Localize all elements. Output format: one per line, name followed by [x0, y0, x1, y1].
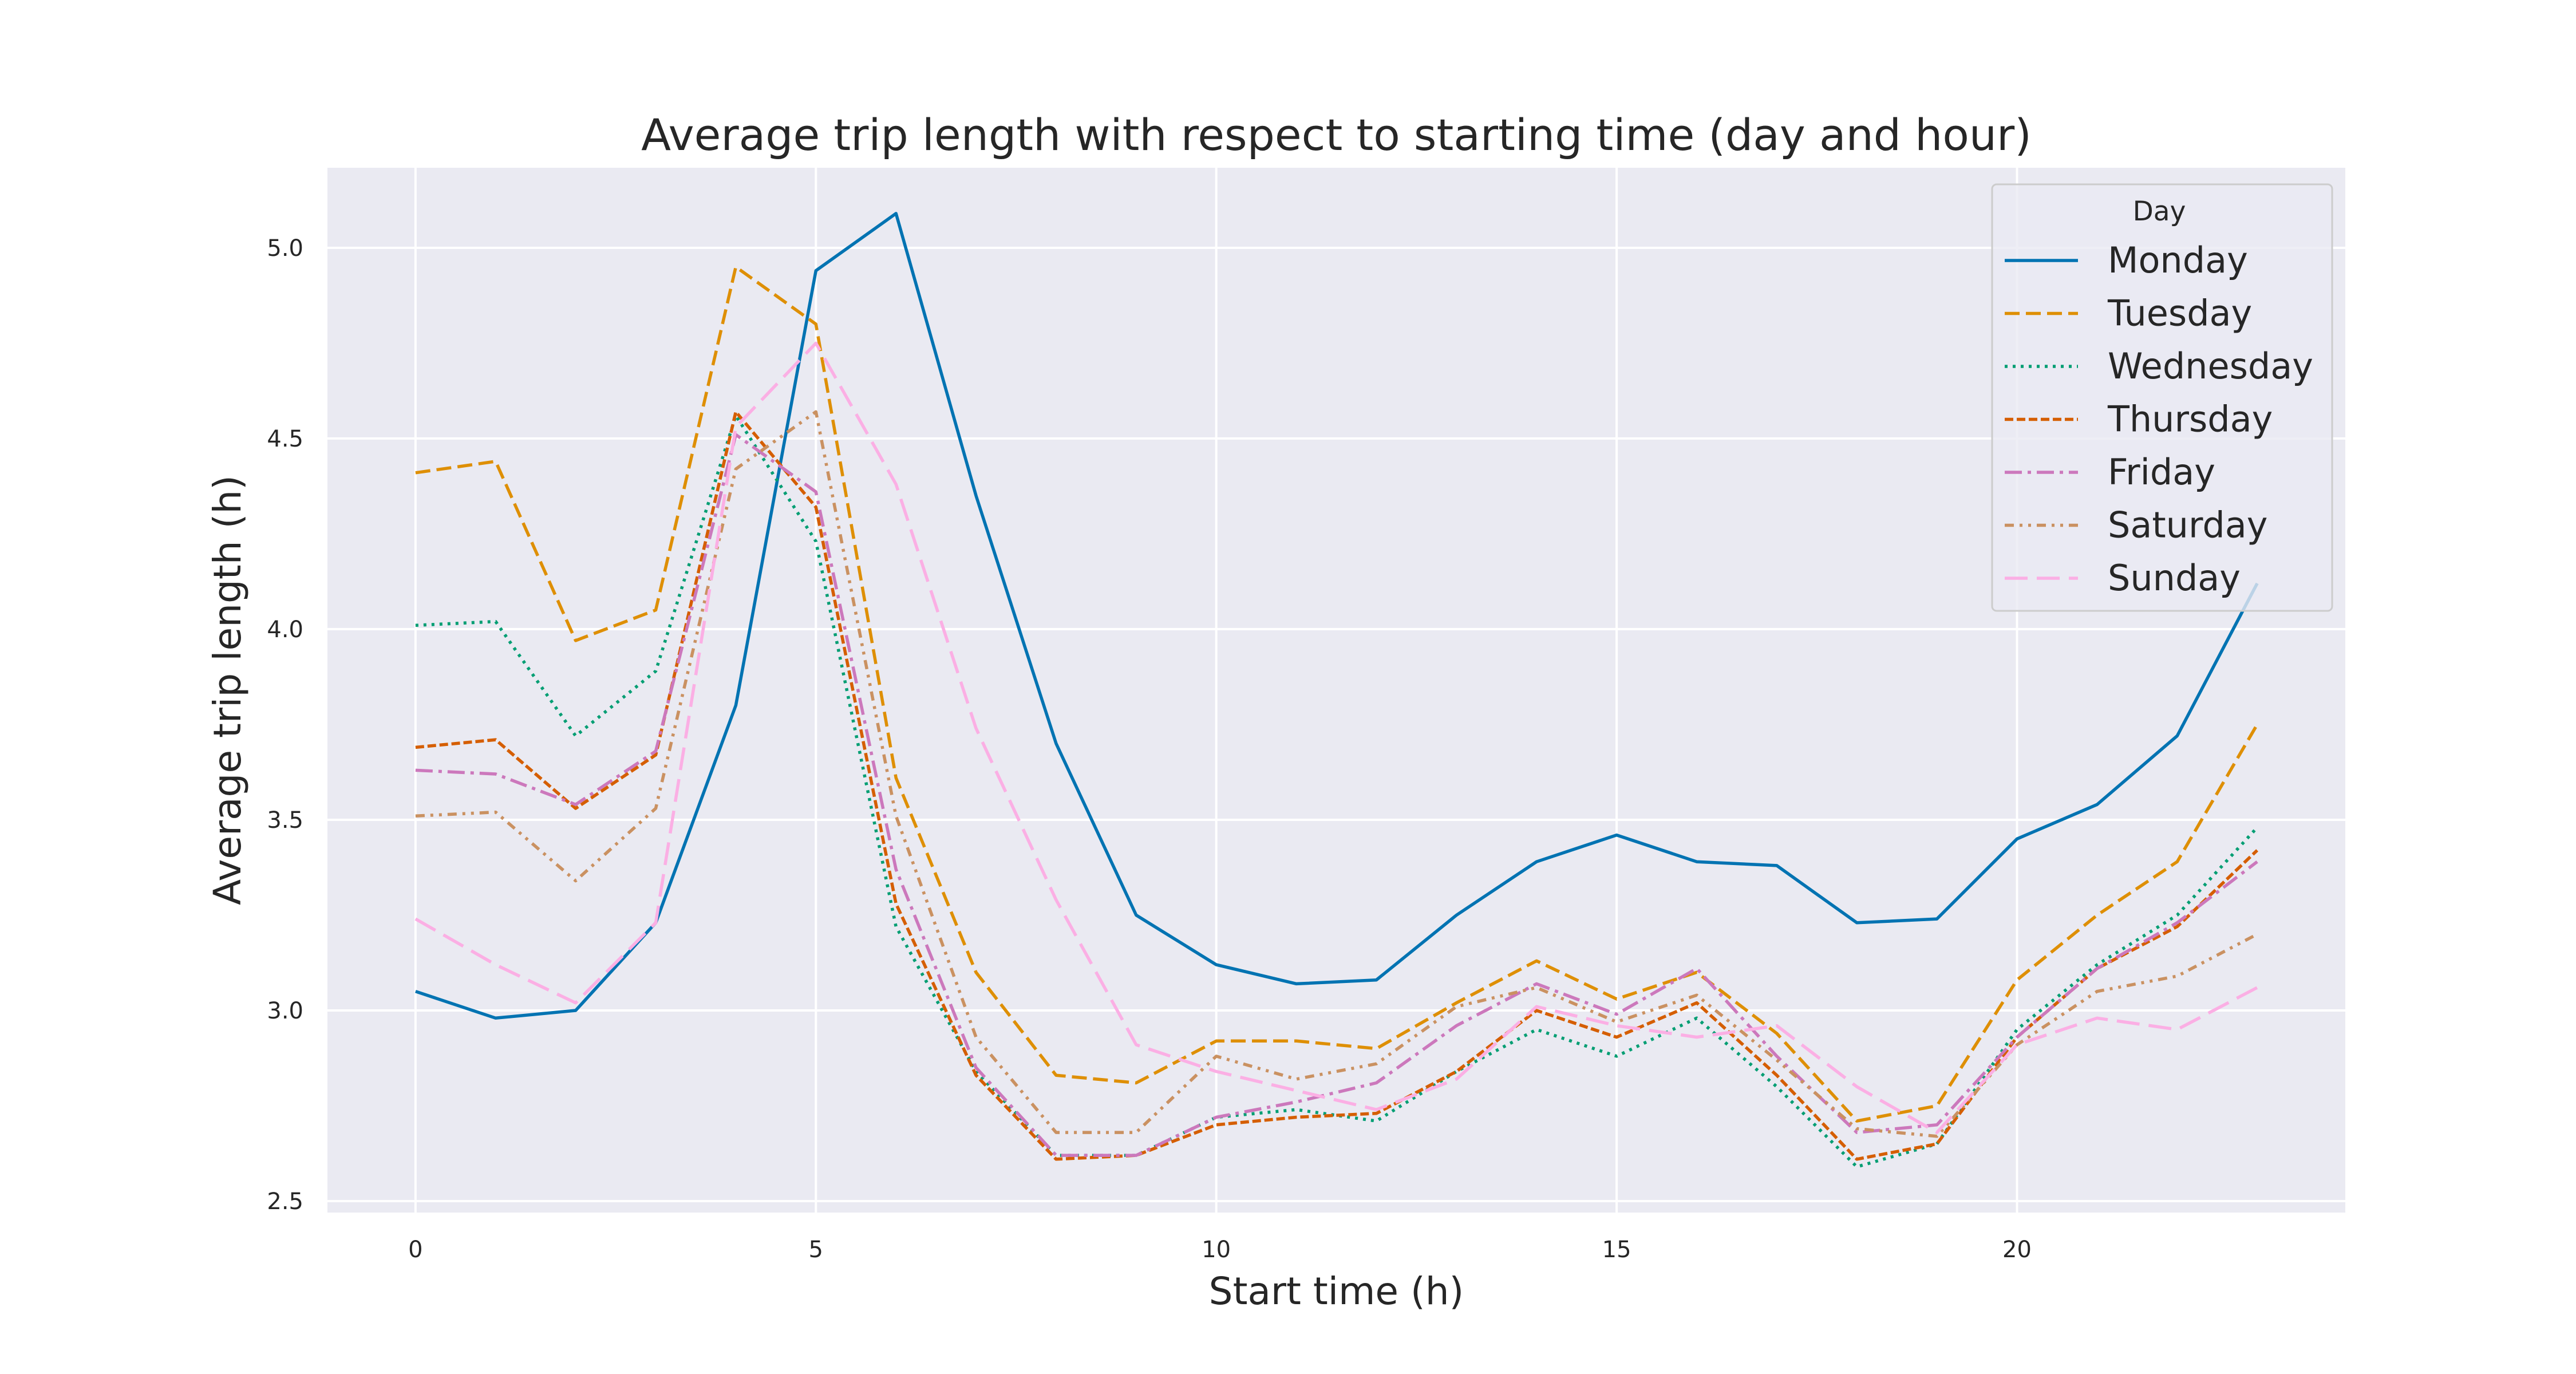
x-axis-label: Start time (h) [1209, 1269, 1464, 1313]
y-axis-label: Average trip length (h) [206, 475, 250, 905]
y-tick-label: 3.0 [267, 998, 303, 1024]
legend-item-sunday: Sunday [2005, 557, 2241, 599]
series-line-wednesday [415, 414, 2259, 1168]
series-line-saturday [415, 410, 2258, 1138]
legend-item-wednesday: Wednesday [2005, 345, 2313, 387]
legend: Day Monday Tuesday Wednesday Thursday Friday… [1991, 183, 2333, 612]
legend-label-sunday: Sunday [2108, 557, 2241, 599]
series-line-monday [415, 212, 2259, 1020]
legend-label-thursday: Thursday [2107, 398, 2273, 440]
legend-item-tuesday: Tuesday [2005, 293, 2252, 334]
series-line-thursday [415, 410, 2258, 1161]
y-tick-labels: 2.5 3.0 3.5 4.0 4.5 5.0 [267, 235, 303, 1215]
legend-items: Monday Tuesday Wednesday Thursday Friday Satu… [2005, 239, 2313, 599]
x-tick-label: 5 [809, 1237, 823, 1263]
x-tick-label: 0 [408, 1237, 422, 1263]
y-tick-label: 4.0 [267, 617, 303, 643]
x-tick-label: 15 [1602, 1237, 1631, 1263]
series-lines [414, 212, 2259, 1168]
chart-title: Average trip length with respect to star… [641, 109, 2032, 160]
x-tick-label: 20 [2002, 1237, 2032, 1263]
x-tick-labels: 0 5 10 15 20 [408, 1237, 2032, 1263]
series-line-tuesday [415, 265, 2259, 1123]
legend-box [1991, 183, 2333, 612]
x-tick-label: 10 [1202, 1237, 1231, 1263]
legend-item-saturday: Saturday [2005, 504, 2267, 546]
legend-item-friday: Friday [2005, 451, 2215, 493]
y-tick-label: 5.0 [267, 235, 303, 262]
legend-item-thursday: Thursday [2005, 398, 2273, 440]
legend-label-saturday: Saturday [2108, 504, 2267, 546]
legend-label-monday: Monday [2108, 239, 2248, 281]
legend-label-friday: Friday [2108, 451, 2215, 493]
legend-title: Day [2133, 196, 2186, 227]
y-tick-label: 2.5 [267, 1189, 303, 1215]
series-line-sunday [414, 341, 2258, 1134]
legend-label-tuesday: Tuesday [2107, 293, 2252, 334]
legend-label-wednesday: Wednesday [2108, 345, 2313, 387]
y-tick-label: 4.5 [267, 426, 303, 452]
legend-item-monday: Monday [2005, 239, 2248, 281]
y-tick-label: 3.5 [267, 807, 303, 834]
